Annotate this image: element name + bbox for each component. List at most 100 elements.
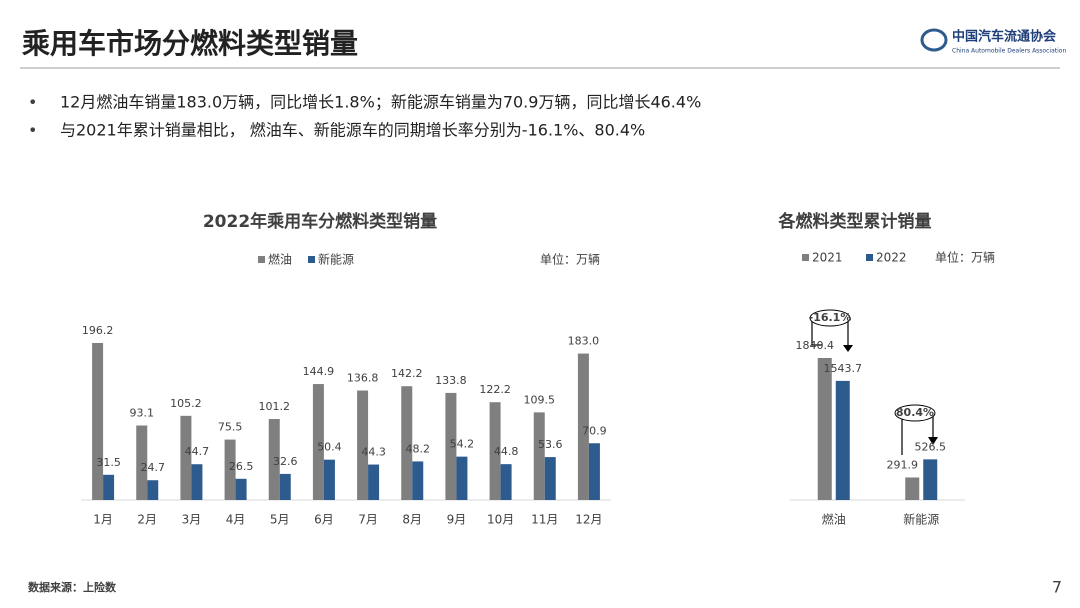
bar	[147, 480, 159, 500]
annotation-oval	[894, 404, 936, 422]
x-tick-label: 3月	[182, 513, 202, 527]
annotation-arrowhead	[843, 345, 853, 352]
legend-label: 燃油	[268, 252, 292, 267]
bullet-dot: •	[28, 121, 37, 140]
x-tick-label: 9月	[447, 513, 467, 527]
bar	[401, 386, 413, 500]
bar	[835, 380, 850, 500]
x-tick-label: 8月	[402, 513, 422, 527]
data-label: 291.9	[887, 458, 919, 471]
bar	[191, 464, 203, 500]
bar	[224, 439, 236, 500]
x-tick-label: 1月	[93, 513, 113, 527]
x-tick-label: 4月	[226, 513, 246, 527]
bar	[588, 443, 600, 500]
x-tick-label: 5月	[270, 513, 290, 527]
bar	[445, 392, 457, 500]
bar	[279, 473, 291, 500]
bullet: 12月燃油车销量183.0万辆，同比增长1.8%；新能源车销量为70.9万辆，同…	[60, 93, 701, 112]
data-label: 196.2	[82, 324, 114, 337]
data-label: 54.2	[450, 438, 475, 451]
data-label: 144.9	[303, 365, 335, 378]
source: 数据来源：上险数	[28, 580, 117, 594]
x-tick-label: 10月	[487, 513, 514, 527]
x-tick-label: 11月	[531, 513, 558, 527]
data-label: 122.2	[479, 383, 511, 396]
data-label: 101.2	[259, 400, 291, 413]
legend-swatch	[802, 254, 809, 261]
data-label: 75.5	[218, 421, 243, 434]
data-label: 44.8	[494, 445, 519, 458]
data-label: 183.0	[568, 335, 600, 348]
legend-swatch	[308, 256, 315, 263]
bullet-dot: •	[28, 93, 37, 112]
annotation: 80.4%	[896, 406, 934, 419]
chart-title: 2022年乘用车分燃料类型销量	[203, 211, 437, 232]
logo-name: 中国汽车流通协会	[952, 29, 1057, 45]
data-label: 109.5	[524, 393, 556, 406]
x-tick-label: 2月	[137, 513, 157, 527]
x-tick-label: 新能源	[903, 512, 939, 527]
annotation-oval	[809, 309, 851, 327]
data-label: 526.5	[915, 440, 947, 453]
data-label: 53.6	[538, 438, 563, 451]
bar	[136, 425, 148, 500]
bar	[500, 464, 512, 500]
data-label: 32.6	[273, 455, 298, 468]
annotation-arrow	[811, 318, 849, 350]
annotation-arrow	[901, 413, 934, 455]
data-label: 24.7	[141, 461, 166, 474]
slide-title: 乘用车市场分燃料类型销量	[22, 27, 358, 60]
legend-swatch	[866, 254, 873, 261]
x-tick-label: 7月	[358, 513, 378, 527]
data-label: 142.2	[391, 367, 423, 380]
legend-label: 2022	[876, 251, 907, 265]
data-label: 1543.7	[824, 362, 863, 375]
x-tick-label: 燃油	[822, 512, 846, 527]
legend-label: 新能源	[318, 252, 354, 267]
bar	[412, 461, 424, 500]
data-label: 44.3	[361, 446, 386, 459]
logo-icon	[920, 28, 948, 52]
bar	[357, 390, 369, 500]
bar	[180, 415, 192, 500]
data-label: 50.4	[317, 441, 342, 454]
bar	[268, 419, 280, 500]
bar	[92, 343, 104, 500]
annotation: -16.1%	[809, 311, 852, 324]
data-label: 136.8	[347, 372, 379, 385]
annotation-arrowhead	[928, 437, 938, 445]
bar	[533, 412, 545, 500]
unit-label: 单位：万辆	[935, 250, 995, 265]
unit-label: 单位：万辆	[540, 252, 600, 267]
data-label: 93.1	[130, 407, 155, 420]
data-label: 48.2	[406, 442, 431, 455]
bullet: 与2021年累计销量相比， 燃油车、新能源车的同期增长率分别为-16.1%、80…	[60, 121, 645, 140]
bar	[103, 474, 115, 500]
legend-swatch	[258, 256, 265, 263]
logo-english: China Automobile Dealers Association	[952, 48, 1066, 55]
data-label: 133.8	[435, 374, 467, 387]
data-label: 26.5	[229, 460, 254, 473]
legend-label: 2021	[812, 251, 843, 265]
x-tick-label: 6月	[314, 513, 334, 527]
data-label: 44.7	[185, 445, 210, 458]
bar	[312, 384, 324, 500]
data-label: 105.2	[170, 397, 202, 410]
bar	[905, 477, 920, 500]
bar	[923, 459, 938, 500]
x-tick-label: 12月	[575, 513, 602, 527]
bar	[817, 358, 832, 500]
bar	[323, 459, 335, 500]
data-label: 70.9	[582, 424, 607, 437]
bar	[544, 457, 556, 500]
chart-title: 各燃料类型累计销量	[778, 211, 932, 232]
bar	[489, 402, 501, 500]
bar	[368, 464, 380, 500]
bar	[235, 478, 247, 500]
data-label: 31.5	[96, 456, 121, 469]
data-label: 1840.4	[796, 339, 835, 352]
bar	[456, 456, 468, 500]
page-number: 7	[1052, 578, 1062, 597]
